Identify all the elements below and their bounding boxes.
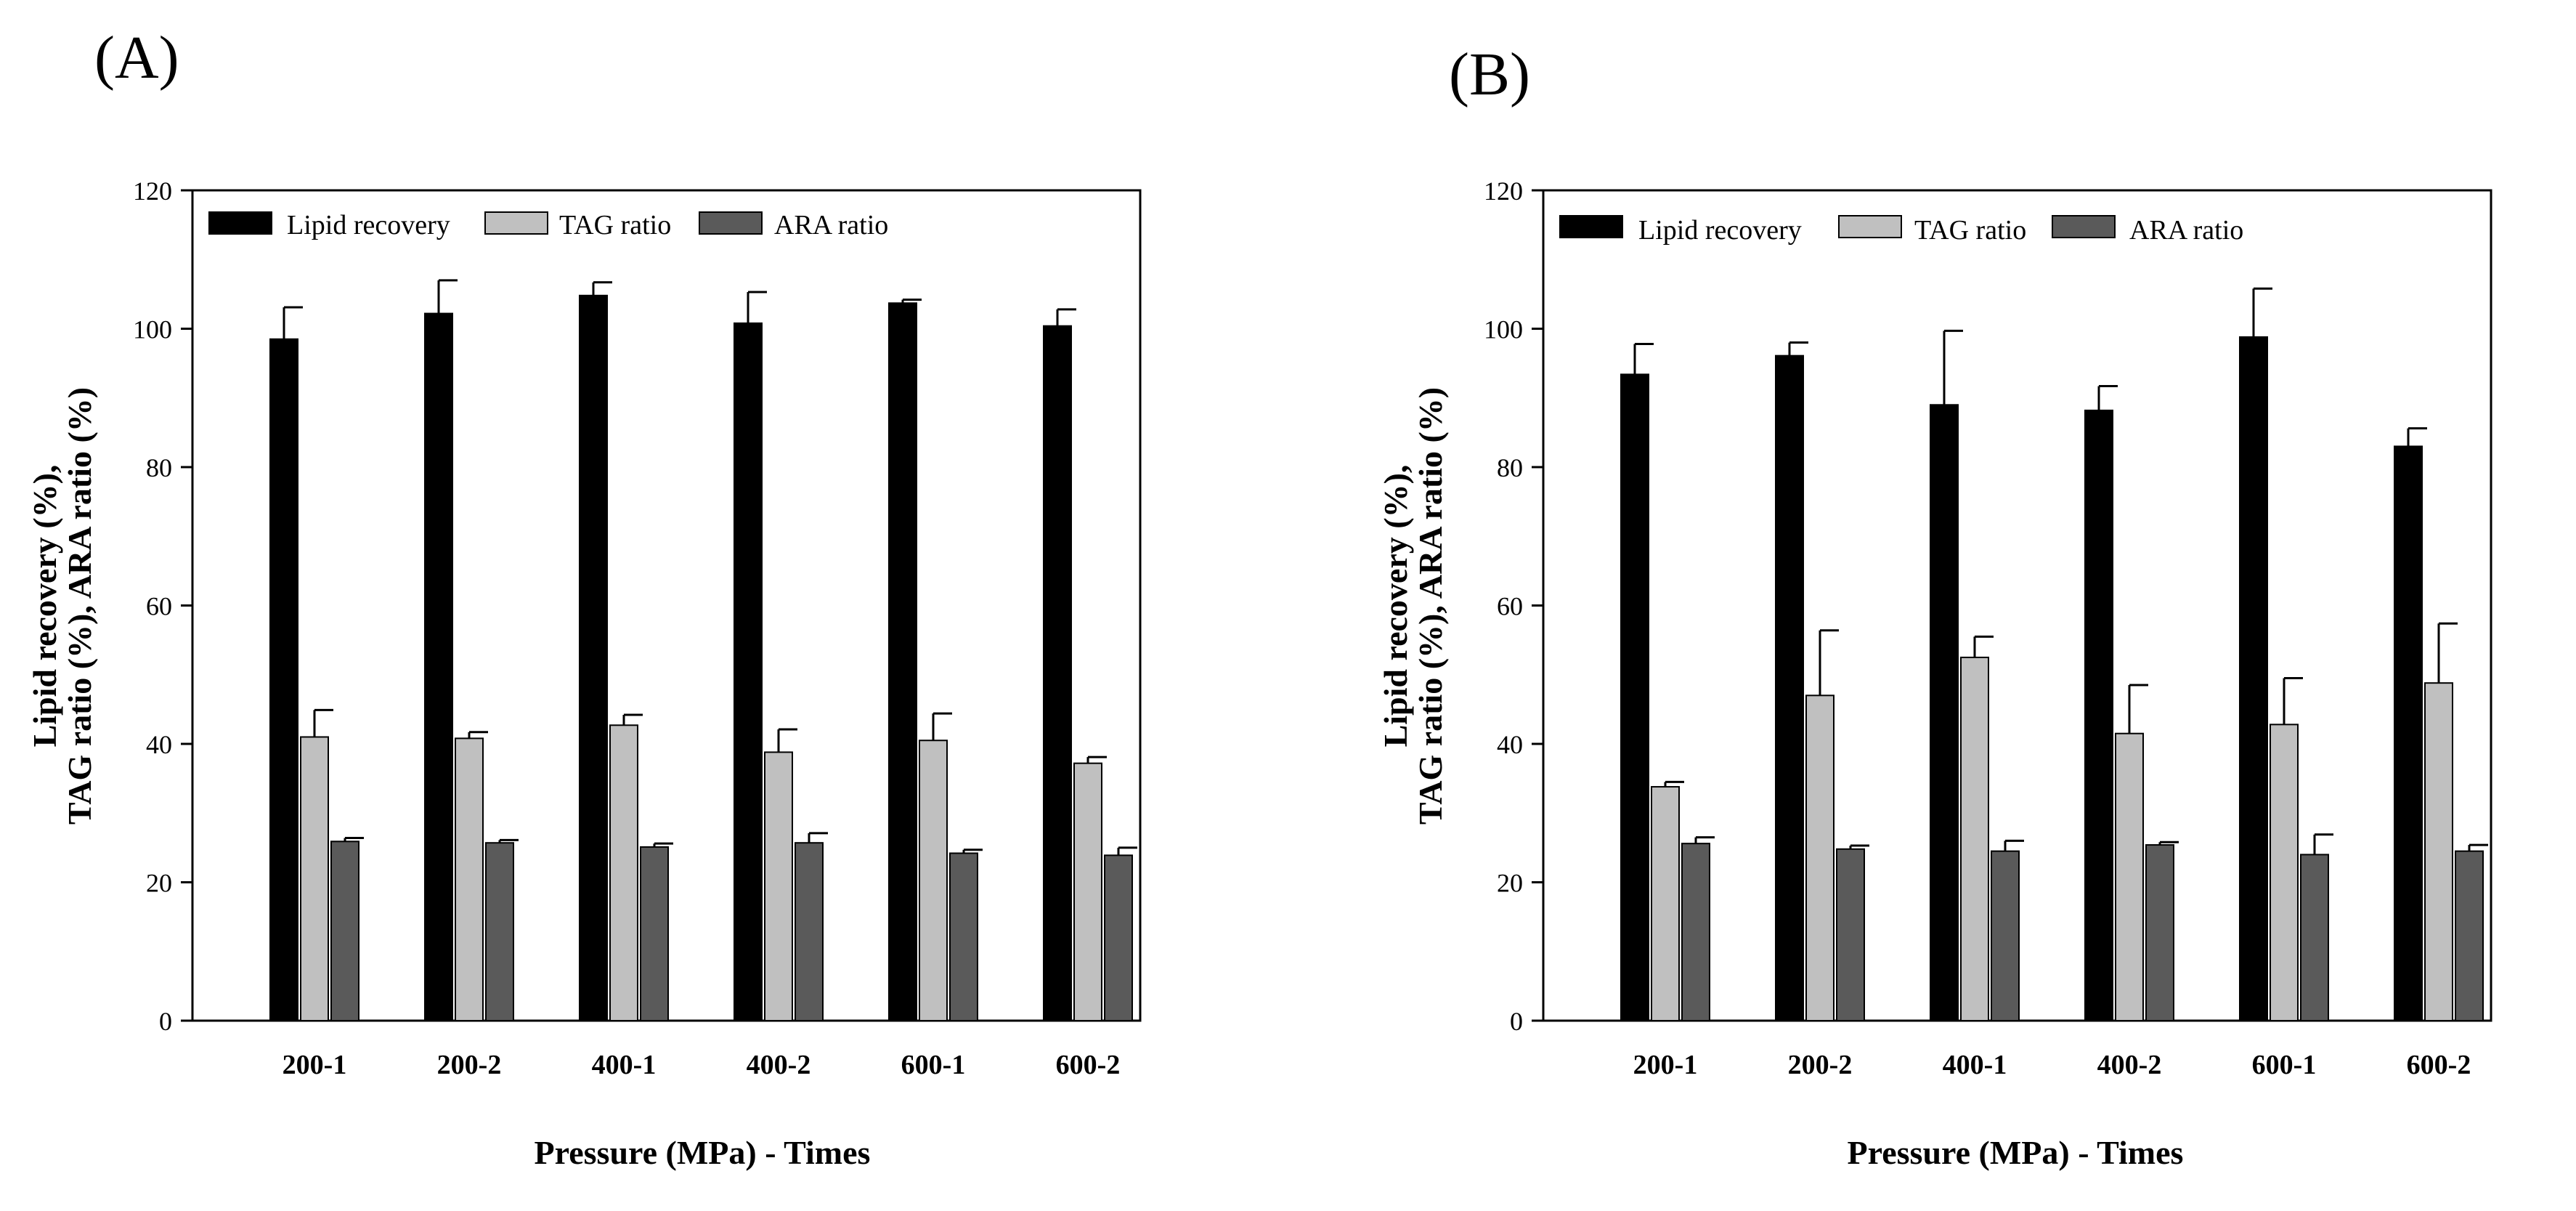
bar-b-ara-600-2: [2455, 850, 2484, 1021]
y-tick-label-b-0: 0: [1510, 1007, 1523, 1036]
legend-label-ara-b: ARA ratio: [2129, 215, 2243, 246]
bar-a-tag-600-2: [1073, 762, 1102, 1022]
y-axis-title-b-line2: TAG ratio (%), ARA ratio (%): [1412, 387, 1449, 825]
x-axis-a: 200-1 200-2 400-1 400-2 600-1 600-2: [283, 1050, 1121, 1080]
bar-a-lipid-200-2: [424, 312, 453, 1022]
x-tick-label-b-400-1: 400-1: [1943, 1050, 2007, 1080]
bar-a-lipid-400-2: [734, 322, 763, 1021]
y-tick-label-a-60: 60: [146, 592, 172, 621]
x-tick-label-a-400-2: 400-2: [747, 1050, 811, 1080]
y-tick-label-a-20: 20: [146, 869, 172, 898]
y-tick-label-a-0: 0: [159, 1007, 172, 1036]
bar-a-ara-400-1: [640, 846, 669, 1021]
x-tick-label-a-400-1: 400-1: [592, 1050, 657, 1080]
bar-a-ara-200-2: [485, 842, 514, 1022]
bar-a-tag-400-2: [764, 751, 793, 1022]
bars-b: [1620, 287, 2488, 1022]
bar-b-ara-600-1: [2300, 854, 2329, 1022]
bar-a-ara-200-1: [330, 841, 359, 1021]
legend-label-tag-a: TAG ratio: [559, 210, 671, 240]
x-axis-title-b: Pressure (MPa) - Times: [1848, 1134, 2184, 1171]
legend-swatch-ara-a: [699, 211, 763, 235]
bar-b-ara-200-1: [1681, 843, 1710, 1022]
legend-swatch-lipid-a: [208, 211, 272, 235]
y-tick-label-b-60: 60: [1497, 592, 1523, 621]
x-axis-title-a: Pressure (MPa) - Times: [535, 1134, 871, 1171]
legend-a: Lipid recovery TAG ratio ARA ratio: [208, 210, 888, 240]
bar-b-tag-400-1: [1960, 656, 1989, 1021]
legend-label-tag-b: TAG ratio: [1914, 215, 2026, 246]
bar-b-ara-400-1: [1991, 850, 2020, 1021]
y-tick-label-a-40: 40: [146, 730, 172, 759]
x-tick-label-a-200-1: 200-1: [283, 1050, 347, 1080]
legend-swatch-lipid-b: [1559, 215, 1623, 238]
panel-label-a: (A): [94, 24, 179, 92]
legend-b: Lipid recovery TAG ratio ARA ratio: [1559, 215, 2243, 246]
chart-panel-b: (B) 0 20 40 60 80 100 120 200-1 200-2 400-1 400-2…: [1377, 41, 2492, 1171]
y-tick-label-b-80: 80: [1497, 453, 1523, 482]
x-tick-label-b-600-1: 600-1: [2252, 1050, 2317, 1080]
bar-b-tag-200-1: [1651, 786, 1680, 1022]
bar-b-tag-200-2: [1805, 694, 1835, 1021]
bar-a-lipid-400-1: [579, 294, 608, 1021]
bar-a-tag-200-2: [455, 737, 484, 1021]
x-tick-label-a-600-2: 600-2: [1056, 1050, 1121, 1080]
bars-a: [269, 279, 1137, 1022]
bar-a-lipid-600-1: [888, 302, 917, 1021]
legend-swatch-tag-b: [1838, 215, 1902, 238]
x-tick-label-b-400-2: 400-2: [2097, 1050, 2162, 1080]
y-tick-label-b-120: 120: [1484, 177, 1523, 206]
bar-a-tag-400-1: [609, 724, 638, 1021]
bar-b-ara-400-2: [2145, 844, 2174, 1021]
bar-a-tag-600-1: [919, 740, 948, 1021]
bar-b-lipid-200-2: [1775, 355, 1804, 1021]
y-axis-title-a-line2: TAG ratio (%), ARA ratio (%): [61, 387, 98, 825]
y-tick-label-b-40: 40: [1497, 730, 1523, 759]
bar-a-lipid-200-1: [269, 338, 298, 1022]
bar-a-ara-600-1: [949, 852, 978, 1021]
y-axis-title-a-line1: Lipid recovery (%),: [26, 465, 63, 748]
y-axis-title-a: Lipid recovery (%), TAG ratio (%), ARA r…: [26, 387, 98, 825]
panel-label-b: (B): [1449, 41, 1530, 108]
bar-b-lipid-600-2: [2394, 445, 2423, 1021]
y-axis-a: 0 20 40 60 80 100 120: [133, 177, 192, 1036]
y-tick-label-a-120: 120: [133, 177, 172, 206]
bar-a-lipid-600-2: [1043, 325, 1072, 1021]
legend-label-ara-a: ARA ratio: [774, 210, 888, 240]
y-tick-label-a-80: 80: [146, 453, 172, 482]
bar-b-lipid-400-2: [2084, 409, 2113, 1021]
y-tick-label-b-100: 100: [1484, 315, 1523, 344]
bar-b-lipid-600-1: [2239, 336, 2268, 1021]
y-axis-b: 0 20 40 60 80 100 120: [1484, 177, 1543, 1036]
x-axis-b: 200-1 200-2 400-1 400-2 600-1 600-2: [1633, 1050, 2471, 1080]
bar-b-tag-400-2: [2115, 732, 2144, 1022]
y-axis-title-b-line1: Lipid recovery (%),: [1377, 465, 1414, 748]
legend-label-lipid-b: Lipid recovery: [1638, 215, 1802, 246]
x-tick-label-b-200-1: 200-1: [1633, 1050, 1698, 1080]
x-tick-label-a-600-1: 600-1: [901, 1050, 966, 1080]
y-tick-label-b-20: 20: [1497, 869, 1523, 898]
x-tick-label-b-200-2: 200-2: [1788, 1050, 1853, 1080]
bar-b-tag-600-2: [2424, 682, 2453, 1021]
legend-swatch-tag-a: [484, 211, 548, 235]
x-tick-label-a-200-2: 200-2: [437, 1050, 502, 1080]
legend-swatch-ara-b: [2052, 215, 2116, 238]
bar-b-ara-200-2: [1836, 848, 1865, 1022]
bar-b-tag-600-1: [2270, 724, 2299, 1022]
y-axis-title-b: Lipid recovery (%), TAG ratio (%), ARA r…: [1377, 387, 1449, 825]
bar-b-lipid-200-1: [1620, 373, 1649, 1021]
chart-panel-a: (A) 0 20 40 60 80 100 120 200-1 200-2 400-1 400-2…: [26, 24, 1142, 1171]
bar-a-tag-200-1: [300, 736, 329, 1021]
bar-b-lipid-400-1: [1930, 404, 1959, 1021]
x-tick-label-b-600-2: 600-2: [2407, 1050, 2471, 1080]
bar-a-ara-600-2: [1104, 854, 1133, 1022]
legend-label-lipid-a: Lipid recovery: [287, 210, 450, 240]
y-tick-label-a-100: 100: [133, 315, 172, 344]
bar-a-ara-400-2: [795, 842, 824, 1022]
